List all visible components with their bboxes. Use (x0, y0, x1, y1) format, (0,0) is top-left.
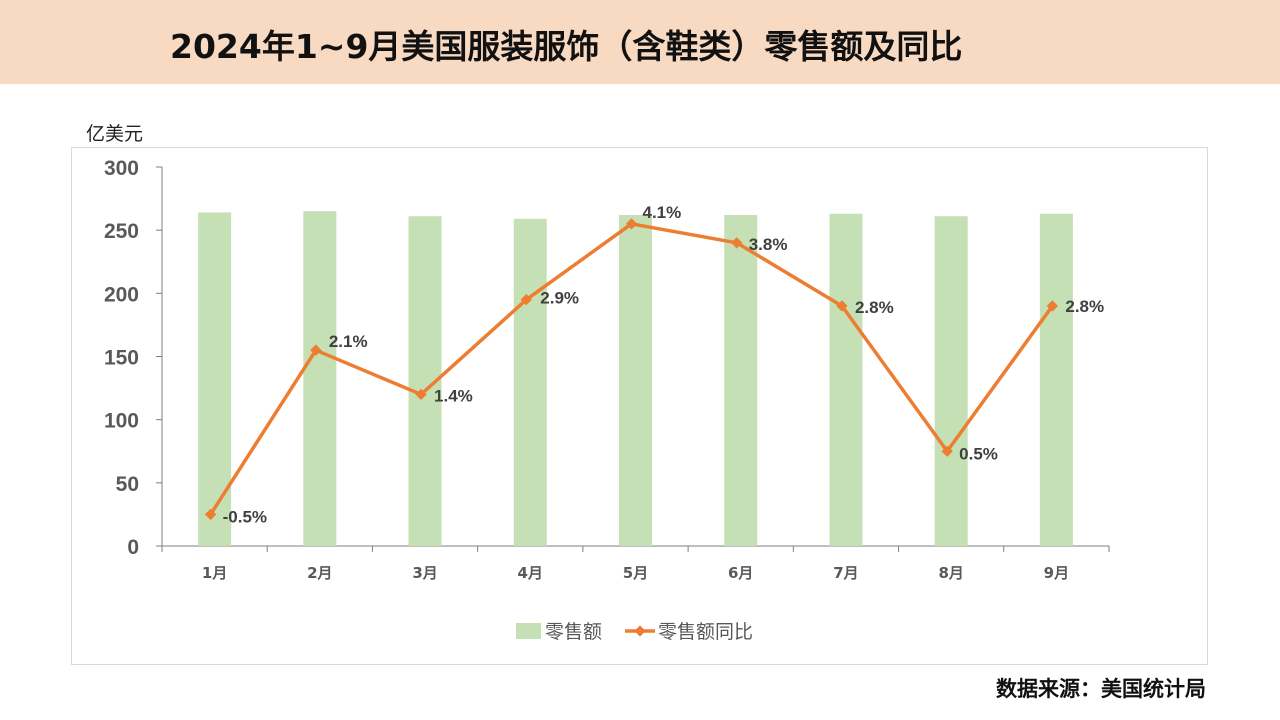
y-tick-label: 50 (116, 473, 139, 496)
bar-retail-sales (724, 215, 758, 547)
y-tick-label: 250 (104, 220, 139, 243)
yoy-point-marker (836, 300, 848, 312)
yoy-point-marker (204, 508, 217, 521)
yoy-point-marker (310, 344, 322, 356)
y-tick-label: 200 (104, 283, 139, 306)
yoy-data-label: 1.4% (434, 386, 473, 405)
y-tick-label: 300 (104, 157, 139, 180)
legend-swatch-retail-sales (516, 623, 541, 639)
yoy-data-label: 2.8% (855, 298, 894, 317)
y-axis-unit-label: 亿美元 (86, 123, 144, 145)
yoy-data-label: 2.9% (540, 289, 579, 308)
data-source: 数据来源：美国统计局 (996, 677, 1206, 701)
yoy-data-label: 2.8% (1065, 297, 1104, 316)
yoy-data-label: 3.8% (749, 235, 788, 254)
yoy-point-marker (415, 388, 427, 401)
chart-canvas: 0 50 100 150 200 250 300 1月 2月 3月 4月 5月 6月 7月 8月 9月 -0.5… (104, 157, 1110, 643)
x-tick-label: 9月 (1044, 564, 1069, 582)
x-tick-label: 3月 (412, 564, 437, 582)
x-tick-label: 8月 (938, 564, 963, 582)
bar-retail-sales (303, 211, 337, 546)
title-banner: 2024年1~9月美国服装服饰（含鞋类）零售额及同比 (0, 0, 1280, 84)
y-tick-label: 100 (104, 410, 139, 433)
yoy-point-marker (1046, 300, 1059, 312)
x-tick-label: 4月 (518, 564, 543, 582)
legend-label-yoy: 零售额同比 (658, 621, 753, 643)
x-tick-label: 5月 (623, 564, 648, 582)
y-tick-label: 0 (127, 536, 139, 559)
yoy-point-marker (941, 445, 953, 457)
legend-label-retail-sales: 零售额 (545, 621, 602, 643)
y-tick-label: 150 (104, 347, 139, 370)
x-tick-label: 2月 (307, 564, 332, 582)
x-tick-label: 6月 (728, 564, 753, 582)
page-title: 2024年1~9月美国服装服饰（含鞋类）零售额及同比 (170, 27, 963, 66)
yoy-data-label: 4.1% (643, 203, 682, 222)
chart-frame: 0 50 100 150 200 250 300 1月 2月 3月 4月 5月 6月 7月 8月 9月 -0.5… (71, 147, 1208, 665)
bar-retail-sales (513, 218, 547, 546)
bar-retail-sales (619, 215, 652, 547)
legend-marker-yoy (634, 625, 646, 637)
yoy-point-marker (625, 218, 638, 230)
yoy-point-marker (520, 293, 532, 306)
x-tick-label: 1月 (202, 564, 227, 582)
bar-retail-sales (1039, 213, 1073, 546)
bar-retail-sales (934, 216, 968, 546)
yoy-data-label: 0.5% (959, 444, 998, 463)
x-tick-label: 7月 (833, 564, 858, 582)
bar-retail-sales (829, 213, 863, 546)
yoy-data-label: -0.5% (223, 507, 267, 526)
bar-retail-sales (198, 212, 232, 546)
yoy-data-label: 2.1% (329, 332, 368, 351)
